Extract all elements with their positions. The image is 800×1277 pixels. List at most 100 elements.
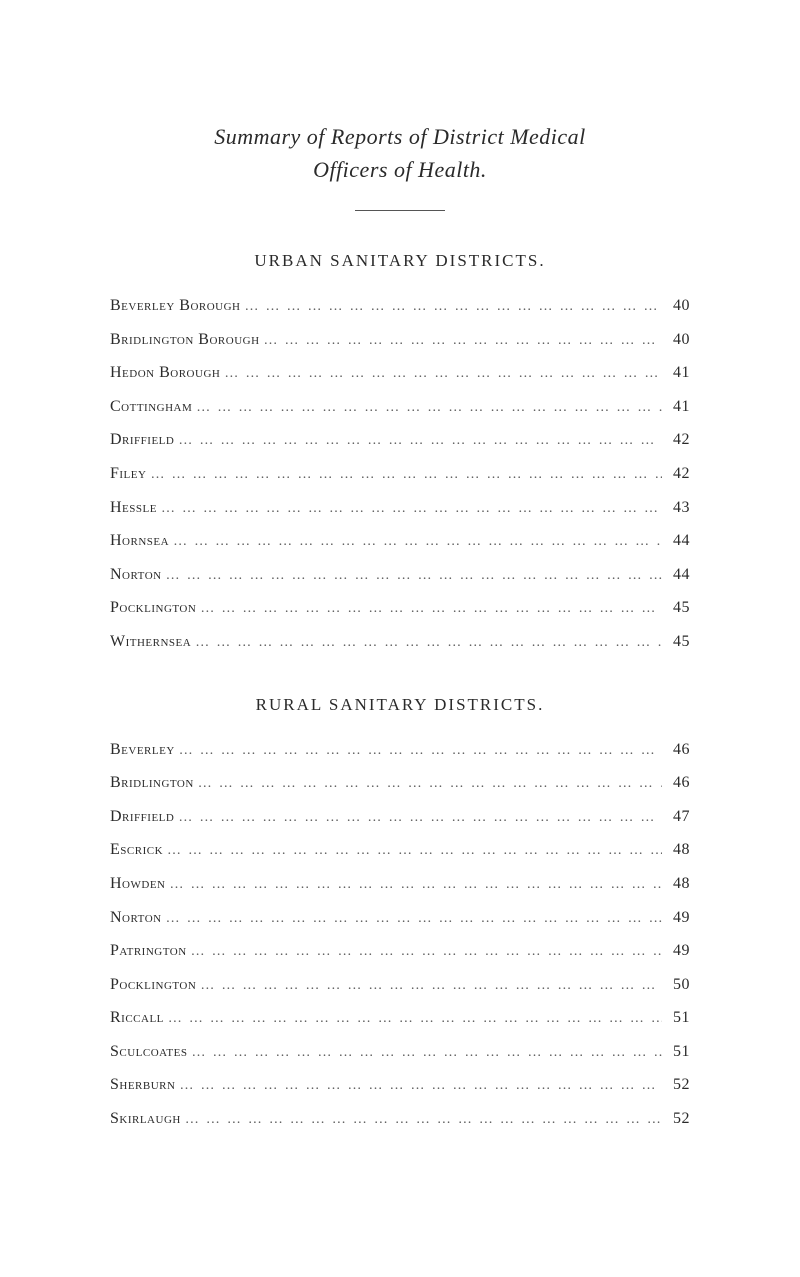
toc-entry-label: Filey xyxy=(110,457,146,491)
toc-row: Bridlington Borough………………………………………………………… xyxy=(110,323,690,357)
toc-entry-label: Hessle xyxy=(110,491,157,525)
toc-leader-dots: ………………………………………………………………………………………………………… xyxy=(196,971,662,1000)
toc-entry-label: Norton xyxy=(110,901,162,935)
toc-entry-page: 52 xyxy=(662,1068,690,1102)
toc-entry-page: 51 xyxy=(662,1001,690,1035)
toc-leader-dots: ………………………………………………………………………………………………………… xyxy=(157,494,662,523)
toc-entry-label: Bridlington Borough xyxy=(110,323,260,357)
toc-entry-page: 41 xyxy=(662,390,690,424)
toc-entry-page: 42 xyxy=(662,423,690,457)
toc-row: Bridlington……………………………………………………………………………… xyxy=(110,766,690,800)
toc-leader-dots: ………………………………………………………………………………………………………… xyxy=(162,561,662,590)
toc-entry-page: 52 xyxy=(662,1102,690,1136)
toc-row: Filey……………………………………………………………………………………………… xyxy=(110,457,690,491)
toc-entry-label: Escrick xyxy=(110,833,163,867)
toc-entry-label: Skirlaugh xyxy=(110,1102,181,1136)
toc-leader-dots: ………………………………………………………………………………………………………… xyxy=(175,736,662,765)
toc-entry-page: 49 xyxy=(662,934,690,968)
toc-row: Driffield…………………………………………………………………………………… xyxy=(110,800,690,834)
toc-leader-dots: ………………………………………………………………………………………………………… xyxy=(174,803,662,832)
toc-entry-label: Sherburn xyxy=(110,1068,175,1102)
toc-entry-page: 47 xyxy=(662,800,690,834)
toc-leader-dots: ………………………………………………………………………………………………………… xyxy=(196,594,662,623)
toc-leader-dots: ………………………………………………………………………………………………………… xyxy=(174,426,662,455)
toc-row: Sculcoates………………………………………………………………………………… xyxy=(110,1035,690,1069)
toc-entry-label: Howden xyxy=(110,867,166,901)
toc-row: Riccall………………………………………………………………………………………… xyxy=(110,1001,690,1035)
toc-row: Skirlaugh…………………………………………………………………………………… xyxy=(110,1102,690,1136)
toc-leader-dots: ………………………………………………………………………………………………………… xyxy=(181,1105,662,1134)
toc-section-rural: Beverley……………………………………………………………………………………… xyxy=(110,733,690,1136)
toc-entry-page: 45 xyxy=(662,625,690,659)
toc-entry-label: Hornsea xyxy=(110,524,169,558)
toc-row: Withernsea………………………………………………………………………………… xyxy=(110,625,690,659)
toc-leader-dots: ………………………………………………………………………………………………………… xyxy=(187,1038,662,1067)
toc-leader-dots: ………………………………………………………………………………………………………… xyxy=(175,1071,662,1100)
toc-entry-page: 50 xyxy=(662,968,690,1002)
toc-row: Sherburn……………………………………………………………………………………… xyxy=(110,1068,690,1102)
toc-row: Driffield…………………………………………………………………………………… xyxy=(110,423,690,457)
toc-entry-label: Bridlington xyxy=(110,766,194,800)
toc-leader-dots: ………………………………………………………………………………………………………… xyxy=(163,836,662,865)
toc-entry-page: 41 xyxy=(662,356,690,390)
title-rule xyxy=(355,210,445,211)
toc-entry-label: Withernsea xyxy=(110,625,191,659)
toc-row: Howden…………………………………………………………………………………………… xyxy=(110,867,690,901)
toc-row: Pocklington……………………………………………………………………………… xyxy=(110,591,690,625)
toc-row: Beverley Borough………………………………………………………………… xyxy=(110,289,690,323)
toc-leader-dots: ………………………………………………………………………………………………………… xyxy=(192,393,662,422)
toc-entry-label: Patrington xyxy=(110,934,187,968)
toc-row: Beverley……………………………………………………………………………………… xyxy=(110,733,690,767)
document-title-block: Summary of Reports of District Medical O… xyxy=(110,120,690,186)
toc-entry-label: Pocklington xyxy=(110,968,196,1002)
document-title-line2: Officers of Health. xyxy=(110,153,690,186)
toc-row: Norton…………………………………………………………………………………………… xyxy=(110,558,690,592)
toc-row: Pocklington……………………………………………………………………………… xyxy=(110,968,690,1002)
toc-row: Hedon Borough………………………………………………………………………… xyxy=(110,356,690,390)
toc-leader-dots: ………………………………………………………………………………………………………… xyxy=(187,937,662,966)
toc-leader-dots: ………………………………………………………………………………………………………… xyxy=(164,1004,662,1033)
toc-entry-label: Beverley Borough xyxy=(110,289,241,323)
toc-entry-page: 40 xyxy=(662,323,690,357)
toc-leader-dots: ………………………………………………………………………………………………………… xyxy=(191,628,662,657)
toc-row: Hessle…………………………………………………………………………………………… xyxy=(110,491,690,525)
toc-entry-page: 44 xyxy=(662,524,690,558)
toc-leader-dots: ………………………………………………………………………………………………………… xyxy=(162,904,662,933)
document-title-line1: Summary of Reports of District Medical xyxy=(110,120,690,153)
toc-entry-page: 44 xyxy=(662,558,690,592)
toc-leader-dots: ………………………………………………………………………………………………………… xyxy=(146,460,662,489)
toc-row: Cottingham………………………………………………………………………………… xyxy=(110,390,690,424)
toc-entry-page: 42 xyxy=(662,457,690,491)
toc-row: Escrick………………………………………………………………………………………… xyxy=(110,833,690,867)
toc-entry-page: 40 xyxy=(662,289,690,323)
toc-entry-page: 48 xyxy=(662,833,690,867)
toc-section-urban: Beverley Borough………………………………………………………………… xyxy=(110,289,690,659)
toc-entry-label: Driffield xyxy=(110,800,174,834)
section-heading-rural: RURAL SANITARY DISTRICTS. xyxy=(110,695,690,715)
toc-leader-dots: ………………………………………………………………………………………………………… xyxy=(260,326,662,355)
toc-entry-page: 45 xyxy=(662,591,690,625)
toc-leader-dots: ………………………………………………………………………………………………………… xyxy=(241,292,662,321)
toc-entry-page: 46 xyxy=(662,733,690,767)
toc-entry-label: Riccall xyxy=(110,1001,164,1035)
toc-entry-label: Sculcoates xyxy=(110,1035,187,1069)
page: Summary of Reports of District Medical O… xyxy=(0,0,800,1277)
section-heading-urban: URBAN SANITARY DISTRICTS. xyxy=(110,251,690,271)
toc-row: Norton…………………………………………………………………………………………… xyxy=(110,901,690,935)
toc-entry-page: 46 xyxy=(662,766,690,800)
toc-entry-label: Driffield xyxy=(110,423,174,457)
toc-entry-page: 49 xyxy=(662,901,690,935)
toc-entry-page: 43 xyxy=(662,491,690,525)
toc-row: Hornsea………………………………………………………………………………………… xyxy=(110,524,690,558)
toc-entry-label: Beverley xyxy=(110,733,175,767)
toc-leader-dots: ………………………………………………………………………………………………………… xyxy=(220,359,662,388)
toc-entry-label: Hedon Borough xyxy=(110,356,220,390)
toc-leader-dots: ………………………………………………………………………………………………………… xyxy=(169,527,662,556)
toc-row: Patrington………………………………………………………………………………… xyxy=(110,934,690,968)
toc-leader-dots: ………………………………………………………………………………………………………… xyxy=(166,870,663,899)
toc-entry-label: Norton xyxy=(110,558,162,592)
toc-entry-page: 48 xyxy=(662,867,690,901)
toc-entry-label: Pocklington xyxy=(110,591,196,625)
toc-entry-label: Cottingham xyxy=(110,390,192,424)
toc-entry-page: 51 xyxy=(662,1035,690,1069)
